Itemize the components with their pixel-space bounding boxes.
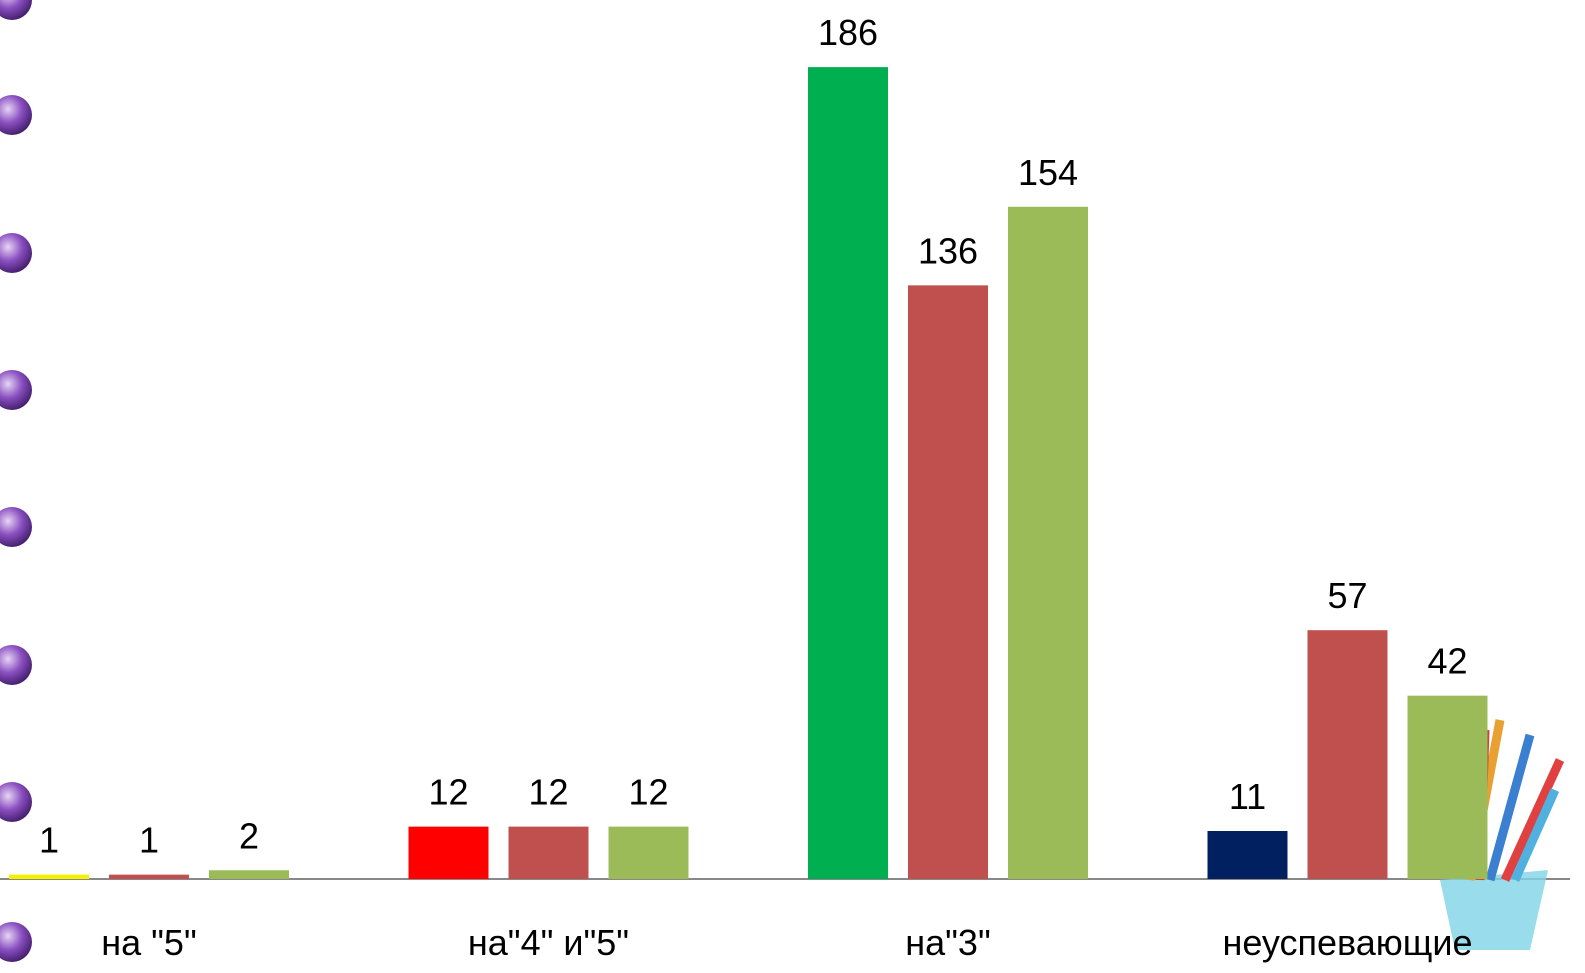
x-tick-label: на "5"	[101, 922, 196, 963]
value-label: 1	[39, 820, 59, 861]
value-label: 2	[239, 815, 259, 856]
value-label: 12	[628, 772, 668, 813]
value-label: 42	[1427, 641, 1467, 682]
bar	[109, 874, 189, 879]
bar	[1207, 830, 1288, 879]
x-tick-label: на"3"	[905, 922, 990, 963]
value-label: 154	[1018, 152, 1078, 193]
bar	[508, 826, 589, 879]
value-label: 11	[1229, 776, 1266, 817]
x-tick-label: неуспевающие	[1222, 922, 1472, 963]
x-tick-label: на"4" и"5"	[468, 922, 629, 963]
value-label: 12	[528, 772, 568, 813]
bar	[1307, 630, 1388, 879]
value-label: 57	[1327, 575, 1367, 616]
value-label: 1	[139, 820, 159, 861]
bullets	[0, 0, 32, 962]
bar	[608, 826, 689, 879]
bar	[209, 870, 289, 879]
bar	[408, 826, 489, 879]
bar	[9, 874, 89, 879]
bar	[1407, 695, 1488, 879]
bar	[908, 285, 988, 879]
bar	[1008, 206, 1088, 880]
value-label: 186	[818, 12, 878, 53]
bar	[808, 67, 888, 880]
value-label: 136	[918, 230, 978, 271]
value-label: 12	[428, 772, 468, 813]
